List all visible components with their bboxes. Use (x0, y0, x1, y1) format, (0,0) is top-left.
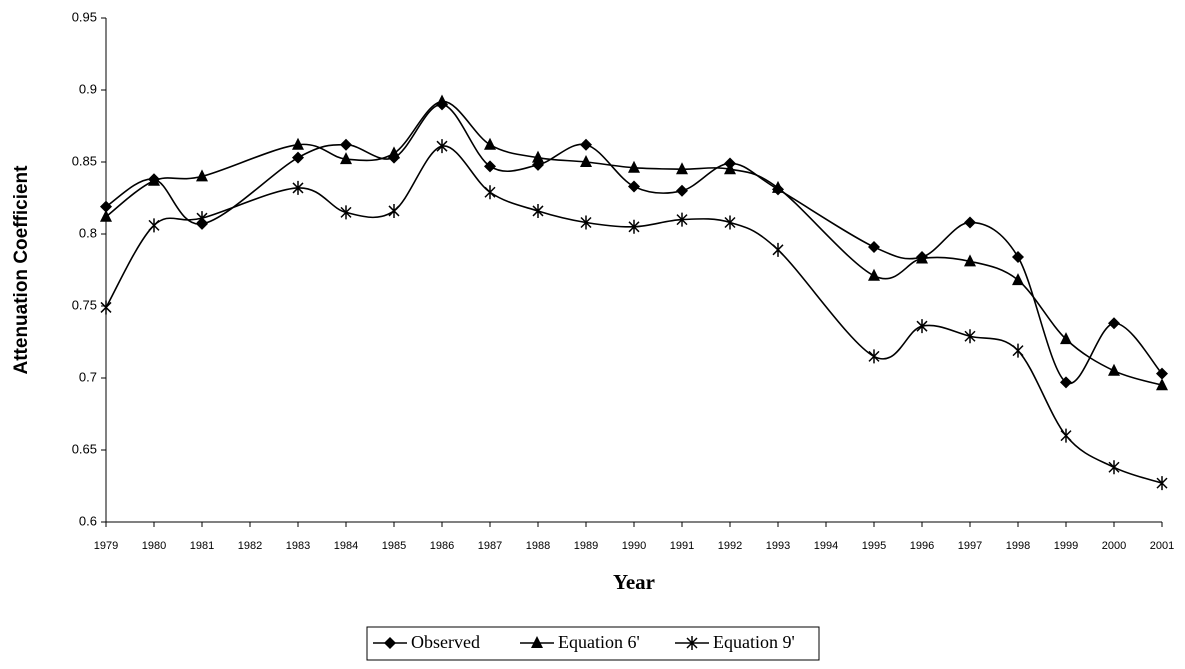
x-tick-label: 1980 (142, 540, 166, 552)
point (724, 215, 736, 230)
point (484, 185, 496, 200)
point (532, 203, 544, 218)
y-tick-label: 0.8 (79, 225, 97, 240)
point (676, 162, 688, 175)
point (1156, 378, 1168, 391)
legend-label: Equation 6' (558, 632, 640, 652)
x-tick-label: 1995 (862, 540, 886, 552)
point (964, 216, 976, 229)
x-tick-label: 1985 (382, 540, 406, 552)
point (292, 151, 304, 164)
point (1156, 367, 1168, 380)
x-tick-label: 1996 (910, 540, 934, 552)
legend-label: Equation 9' (713, 632, 795, 652)
legend-marker (686, 636, 698, 650)
x-tick-label: 2000 (1102, 540, 1126, 552)
point (724, 162, 736, 175)
point (772, 242, 784, 257)
point (484, 160, 496, 173)
point (388, 203, 400, 218)
point (580, 138, 592, 151)
point (1012, 273, 1024, 286)
x-tick-label: 1979 (94, 540, 118, 552)
point (1060, 332, 1072, 345)
y-tick-label: 0.85 (72, 153, 97, 168)
series-line (105, 100, 1163, 386)
point (196, 169, 208, 182)
point (340, 152, 352, 165)
point (1108, 363, 1120, 376)
series-line (105, 145, 1163, 484)
point (676, 184, 688, 197)
point (628, 160, 640, 173)
legend-label: Observed (411, 632, 480, 652)
y-tick-label: 0.9 (79, 81, 97, 96)
point (1060, 428, 1072, 443)
x-tick-label: 1997 (958, 540, 982, 552)
point (1108, 460, 1120, 475)
legend-box (366, 626, 820, 661)
point (100, 200, 112, 213)
point (532, 150, 544, 163)
point (1156, 476, 1168, 491)
x-tick-label: 1994 (814, 540, 838, 552)
point (148, 173, 160, 186)
x-tick-label: 1987 (478, 540, 502, 552)
x-tick-label: 1986 (430, 540, 454, 552)
point (676, 212, 688, 227)
point (292, 180, 304, 195)
x-tick-label: 1990 (622, 540, 646, 552)
point (964, 254, 976, 267)
point (292, 137, 304, 150)
x-tick-label: 1992 (718, 540, 742, 552)
y-tick-label: 0.65 (72, 441, 97, 456)
point (340, 205, 352, 220)
point (1012, 343, 1024, 358)
point (1108, 317, 1120, 330)
point (964, 329, 976, 344)
point (868, 240, 880, 253)
point (100, 209, 112, 222)
point (580, 155, 592, 167)
x-axis-label: Year (613, 570, 655, 594)
y-axis-label: Attenuation Coefficient (11, 165, 32, 375)
point (916, 251, 928, 264)
x-tick-label: 1991 (670, 540, 694, 552)
point (580, 215, 592, 230)
point (868, 268, 880, 281)
y-tick-label: 0.7 (79, 369, 97, 384)
x-tick-label: 2001 (1150, 540, 1174, 552)
x-tick-label: 1981 (190, 540, 214, 552)
point (196, 211, 208, 226)
point (628, 219, 640, 234)
point (100, 300, 112, 315)
legend-marker (531, 636, 543, 648)
x-tick-label: 1998 (1006, 540, 1030, 552)
point (436, 139, 448, 154)
point (148, 218, 160, 233)
point (1012, 251, 1024, 264)
x-tick-label: 1982 (238, 540, 262, 552)
point (1060, 376, 1072, 389)
point (916, 319, 928, 334)
y-tick-label: 0.75 (72, 297, 97, 312)
x-tick-label: 1993 (766, 540, 790, 552)
point (388, 146, 400, 159)
x-tick-label: 1989 (574, 540, 598, 552)
point (772, 180, 784, 193)
point (868, 349, 880, 364)
x-tick-label: 1988 (526, 540, 550, 552)
x-tick-label: 1999 (1054, 540, 1078, 552)
y-tick-label: 0.95 (72, 9, 97, 24)
point (484, 137, 496, 150)
legend-marker (384, 637, 396, 649)
x-tick-label: 1983 (286, 540, 310, 552)
point (628, 180, 640, 193)
point (340, 138, 352, 151)
point (436, 94, 448, 107)
y-tick-label: 0.6 (79, 513, 97, 528)
x-tick-label: 1984 (334, 540, 358, 552)
